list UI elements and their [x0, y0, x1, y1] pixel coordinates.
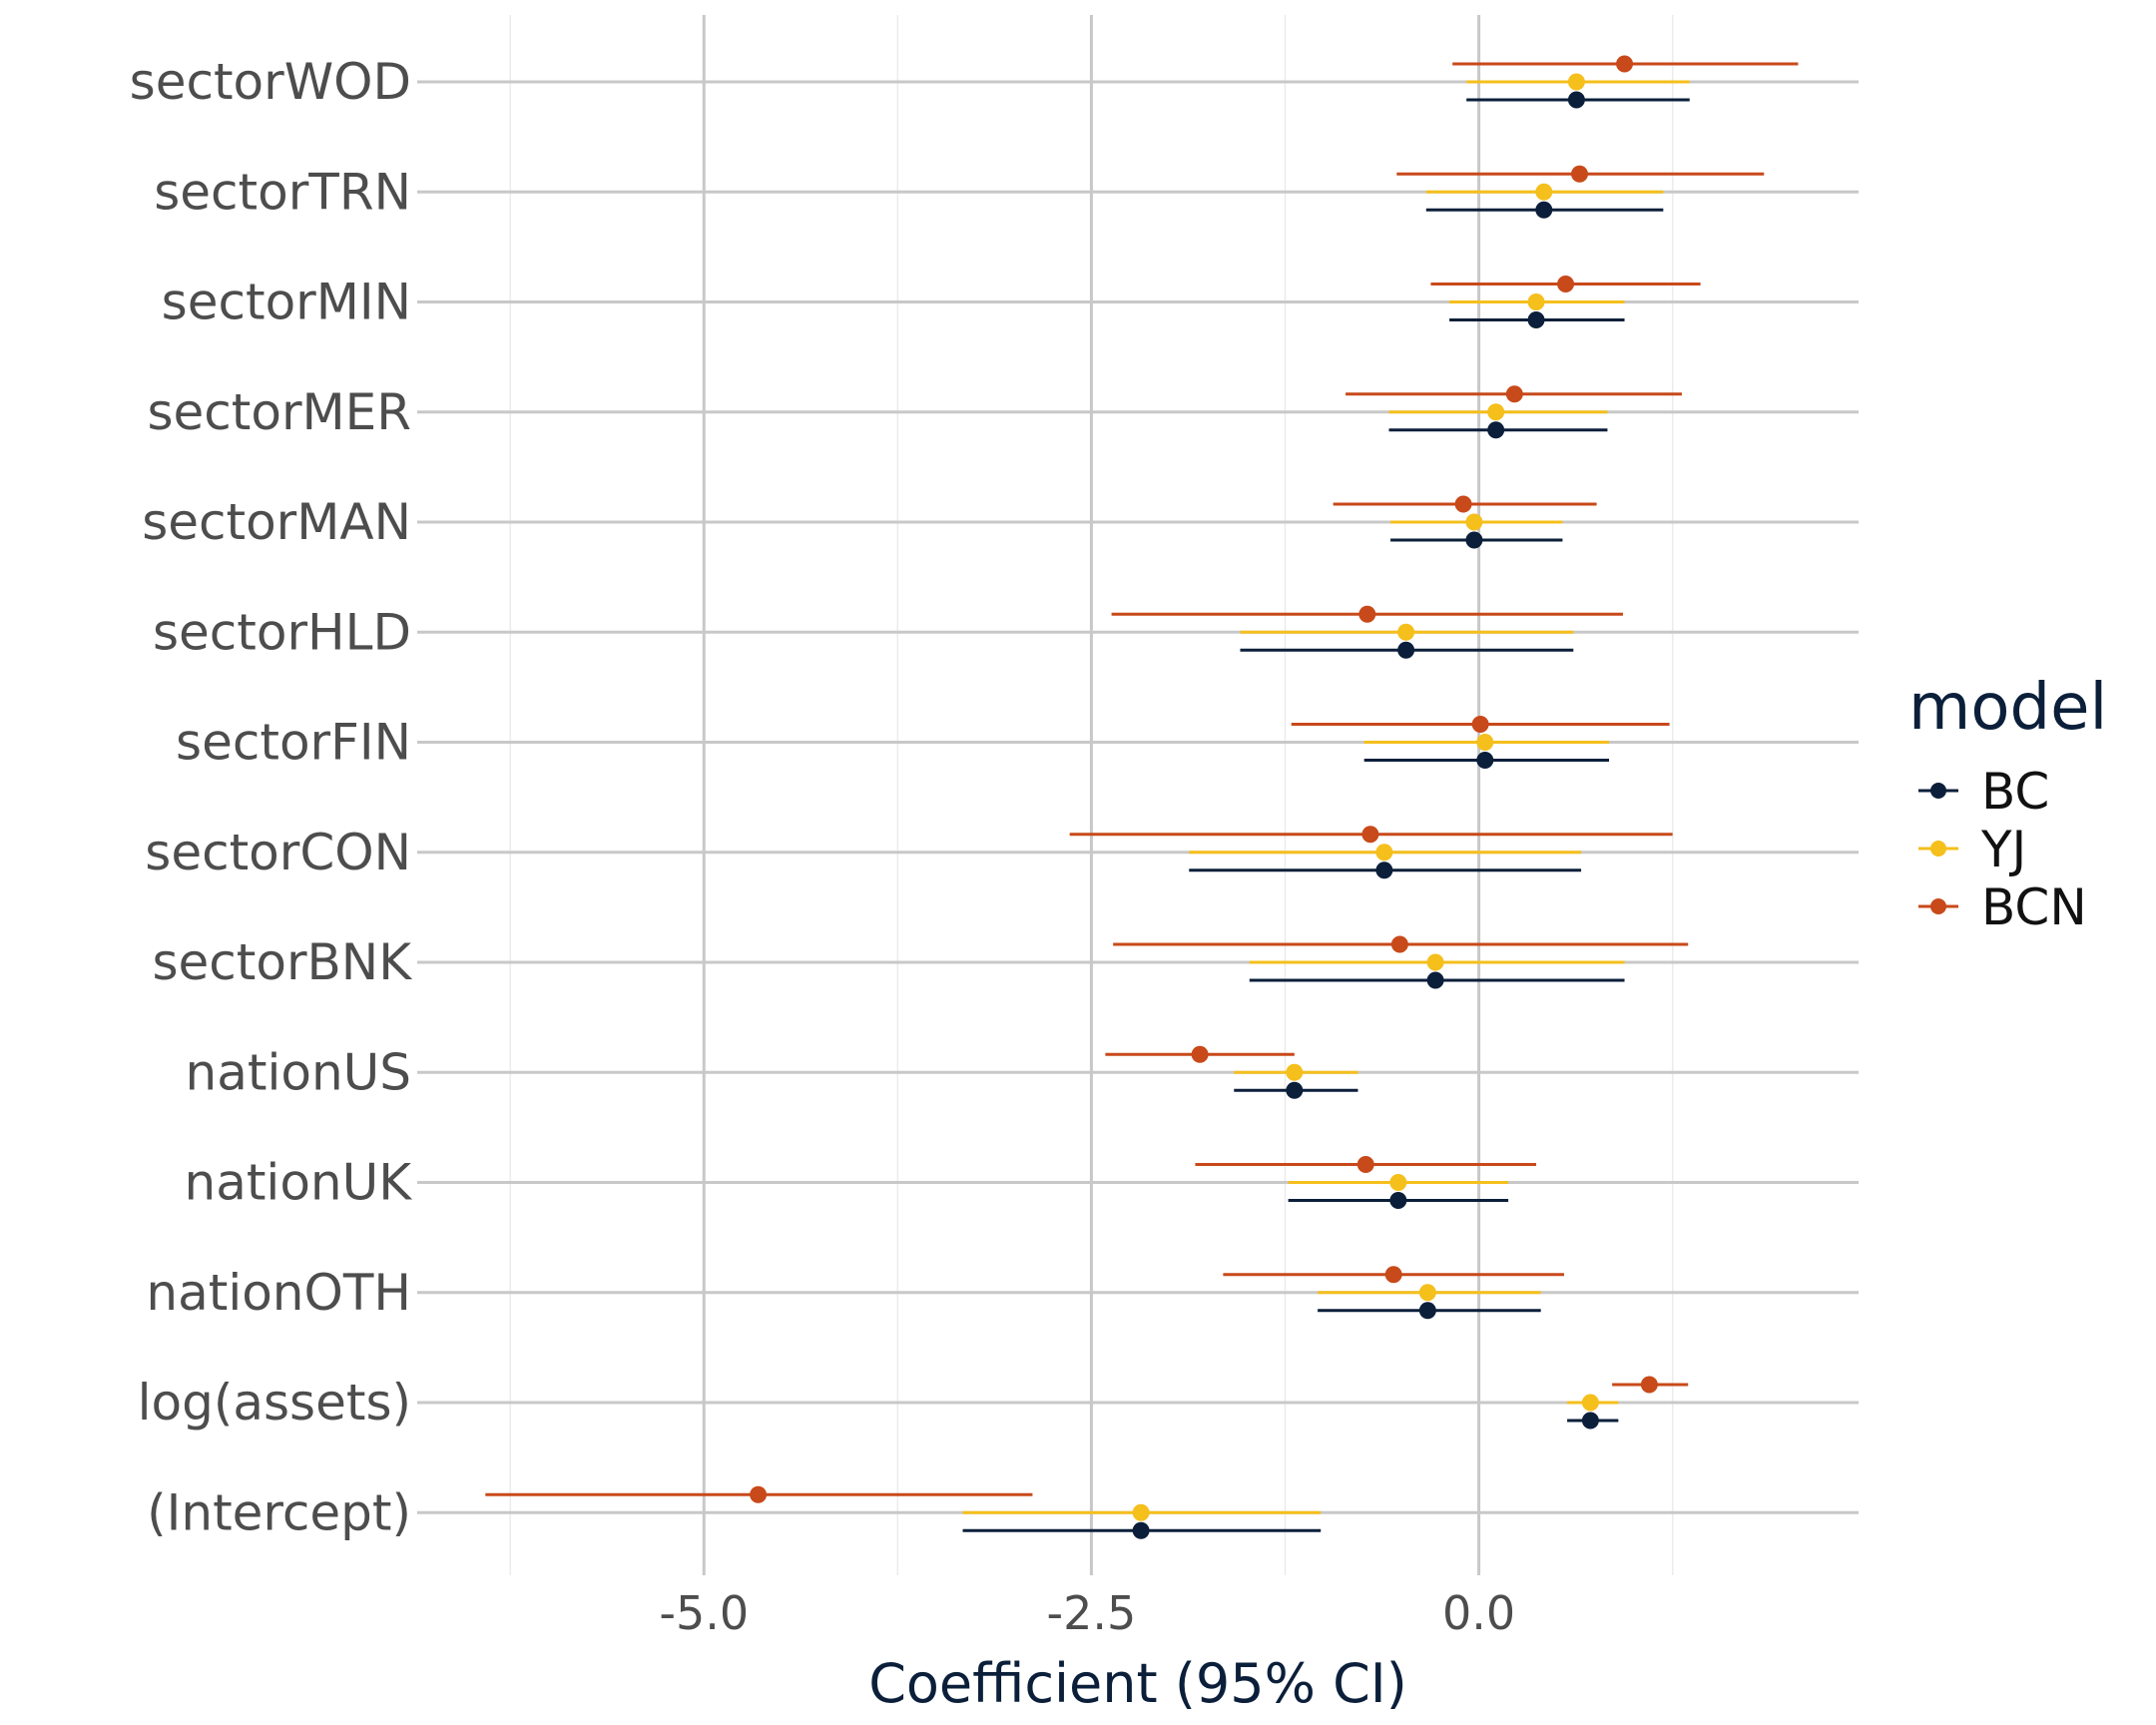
estimate-point-bcn: [1557, 276, 1575, 292]
y-tick-label: sectorWOD: [130, 53, 411, 111]
estimate-point-bcn: [1571, 165, 1589, 183]
x-tick-labels: -5.0 -2.5 0.0: [659, 1586, 1515, 1640]
y-tick-label: log(assets): [138, 1374, 411, 1432]
estimate-point-bc: [1389, 1192, 1407, 1209]
legend-label: YJ: [1980, 821, 2026, 878]
estimate-point-bc: [1476, 752, 1494, 769]
estimate-point-bcn: [1471, 716, 1489, 733]
y-tick-labels: sectorWOD sectorTRN sectorMIN sectorMER sect…: [130, 53, 413, 1541]
estimate-point-bc: [1426, 971, 1444, 989]
estimate-point-yj: [1527, 293, 1545, 310]
estimate-point-bcn: [1454, 495, 1472, 513]
legend-key-point: [1930, 898, 1946, 914]
estimate-point-bc: [1132, 1521, 1150, 1539]
estimate-point-bc: [1418, 1302, 1436, 1320]
estimate-point-bc: [1375, 862, 1393, 879]
series-bcn: [485, 55, 1799, 1503]
estimate-point-bcn: [1358, 605, 1376, 623]
estimate-point-yj: [1418, 1284, 1436, 1302]
estimate-point-yj: [1535, 183, 1553, 201]
x-tick-label: -5.0: [659, 1586, 749, 1640]
estimate-point-bc: [1535, 201, 1553, 219]
legend-label: BC: [1981, 763, 2049, 821]
estimate-point-bc: [1286, 1081, 1304, 1099]
estimate-point-yj: [1286, 1063, 1304, 1081]
estimate-point-bcn: [750, 1485, 768, 1503]
estimate-point-bcn: [1616, 55, 1634, 73]
y-tick-label: sectorTRN: [154, 163, 411, 221]
estimate-point-bcn: [1640, 1376, 1658, 1394]
legend-key-point: [1930, 841, 1946, 857]
y-tick-label: sectorHLD: [153, 603, 411, 661]
estimate-point-bcn: [1356, 1156, 1374, 1173]
estimate-point-bc: [1487, 421, 1505, 439]
estimate-point-bcn: [1191, 1045, 1209, 1063]
x-axis-title: Coefficient (95% CI): [868, 1652, 1407, 1715]
y-tick-label: sectorMAN: [142, 493, 411, 551]
y-tick-label: (Intercept): [147, 1483, 411, 1541]
series-bc: [962, 91, 1690, 1539]
y-tick-label: sectorCON: [145, 824, 411, 881]
y-tick-label: nationOTH: [146, 1264, 411, 1322]
estimate-point-bc: [1567, 91, 1585, 109]
estimate-point-bcn: [1361, 826, 1379, 844]
y-tick-label: sectorMIN: [162, 274, 411, 331]
estimate-point-bc: [1527, 311, 1545, 328]
legend-title: model: [1908, 671, 2107, 745]
estimate-point-yj: [1389, 1174, 1407, 1191]
estimate-point-yj: [1132, 1503, 1150, 1521]
x-tick-label: 0.0: [1442, 1586, 1515, 1640]
estimate-point-bcn: [1384, 1266, 1402, 1284]
estimate-point-yj: [1465, 513, 1483, 531]
estimate-point-bcn: [1390, 935, 1408, 953]
estimate-point-yj: [1567, 73, 1585, 91]
x-tick-label: -2.5: [1047, 1586, 1137, 1640]
y-tick-label: sectorFIN: [176, 714, 411, 772]
estimate-point-bc: [1581, 1412, 1599, 1430]
y-tick-label: nationUK: [185, 1154, 413, 1212]
estimate-point-bcn: [1505, 385, 1523, 403]
estimate-point-yj: [1487, 403, 1505, 421]
estimate-point-yj: [1426, 953, 1444, 971]
y-tick-label: sectorMER: [147, 383, 411, 441]
legend-label: BCN: [1981, 878, 2087, 936]
estimate-point-yj: [1476, 734, 1494, 751]
estimate-point-yj: [1581, 1394, 1599, 1412]
estimate-point-bc: [1465, 531, 1483, 549]
grid-layer: [417, 15, 1859, 1575]
legend-key-point: [1930, 783, 1946, 799]
estimate-point-bc: [1397, 641, 1415, 659]
estimate-point-yj: [1375, 844, 1393, 862]
y-tick-label: sectorBNK: [152, 933, 412, 991]
y-tick-label: nationUS: [186, 1043, 411, 1101]
estimate-point-yj: [1397, 623, 1415, 641]
series-marks: [485, 55, 1799, 1539]
series-yj: [962, 73, 1690, 1521]
